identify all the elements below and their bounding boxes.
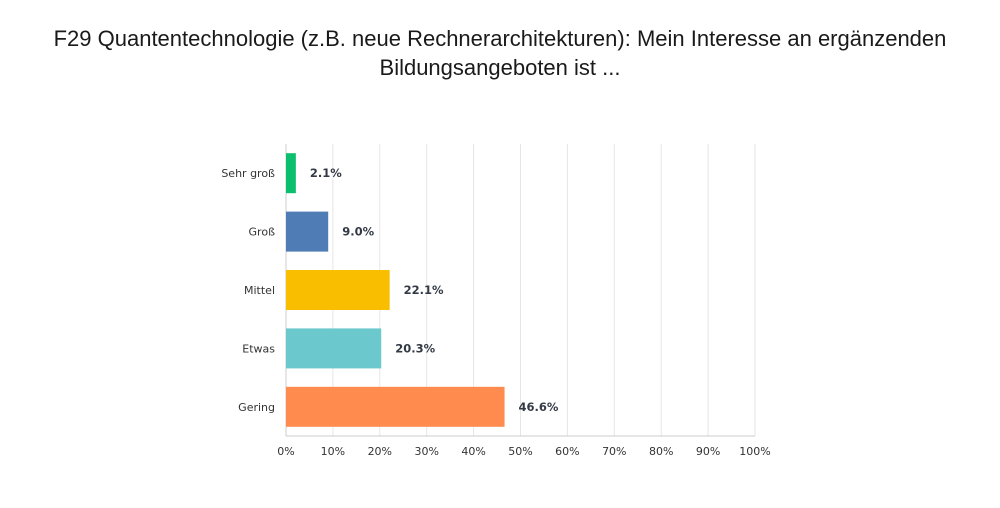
data-label: 9.0% [342, 225, 374, 239]
category-label: Sehr groß [221, 167, 275, 180]
value-labels: 2.1% 9.0% 22.1% 20.3% 46.6% [310, 166, 559, 414]
category-label: Mittel [244, 284, 275, 297]
category-label: Gering [238, 401, 275, 414]
x-tick-label: 40% [461, 445, 485, 458]
category-label: Groß [249, 226, 276, 239]
data-label: 20.3% [395, 341, 435, 355]
x-tick-label: 80% [649, 445, 673, 458]
x-tick-label: 30% [414, 445, 438, 458]
x-tick-label: 0% [277, 445, 294, 458]
x-tick-label: 60% [555, 445, 579, 458]
x-tick-label: 70% [602, 445, 626, 458]
x-tick-label: 100% [739, 445, 770, 458]
x-tick-label: 50% [508, 445, 532, 458]
chart-title: F29 Quantentechnologie (z.B. neue Rechne… [53, 26, 947, 80]
data-label: 22.1% [404, 283, 444, 297]
data-label: 46.6% [519, 400, 559, 414]
bar [286, 328, 382, 369]
bar [286, 386, 505, 427]
data-label: 2.1% [310, 166, 342, 180]
category-label: Etwas [242, 342, 275, 355]
bars [286, 153, 505, 427]
bar [286, 211, 329, 252]
bar [286, 270, 390, 310]
x-tick-label: 90% [696, 445, 720, 458]
category-labels: Sehr groß Groß Mittel Etwas Gering [221, 167, 275, 414]
x-tick-label: 20% [368, 445, 392, 458]
x-tick-label: 10% [321, 445, 345, 458]
bar [286, 153, 296, 194]
x-axis-ticks: 0% 10% 20% 30% 40% 50% 60% 70% 80% 90% 100% [277, 445, 770, 458]
